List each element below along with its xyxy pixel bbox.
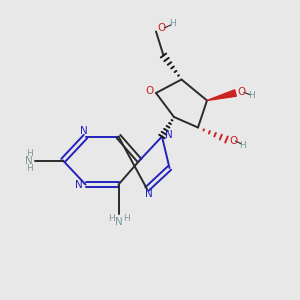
Text: O: O — [158, 23, 166, 33]
Text: H: H — [109, 214, 115, 223]
Text: H: H — [124, 214, 130, 223]
Text: H: H — [26, 164, 33, 173]
Text: N: N — [115, 217, 123, 227]
Text: O: O — [237, 87, 246, 98]
Text: H: H — [248, 92, 254, 100]
Text: H: H — [169, 19, 176, 28]
Text: N: N — [75, 179, 83, 190]
Text: N: N — [80, 126, 88, 136]
Text: O: O — [229, 136, 237, 146]
Text: H: H — [240, 141, 246, 150]
Text: N: N — [25, 156, 32, 166]
Text: O: O — [146, 86, 154, 97]
Polygon shape — [207, 90, 236, 101]
Text: H: H — [26, 148, 33, 158]
Text: N: N — [165, 130, 172, 140]
Text: N: N — [145, 189, 152, 200]
